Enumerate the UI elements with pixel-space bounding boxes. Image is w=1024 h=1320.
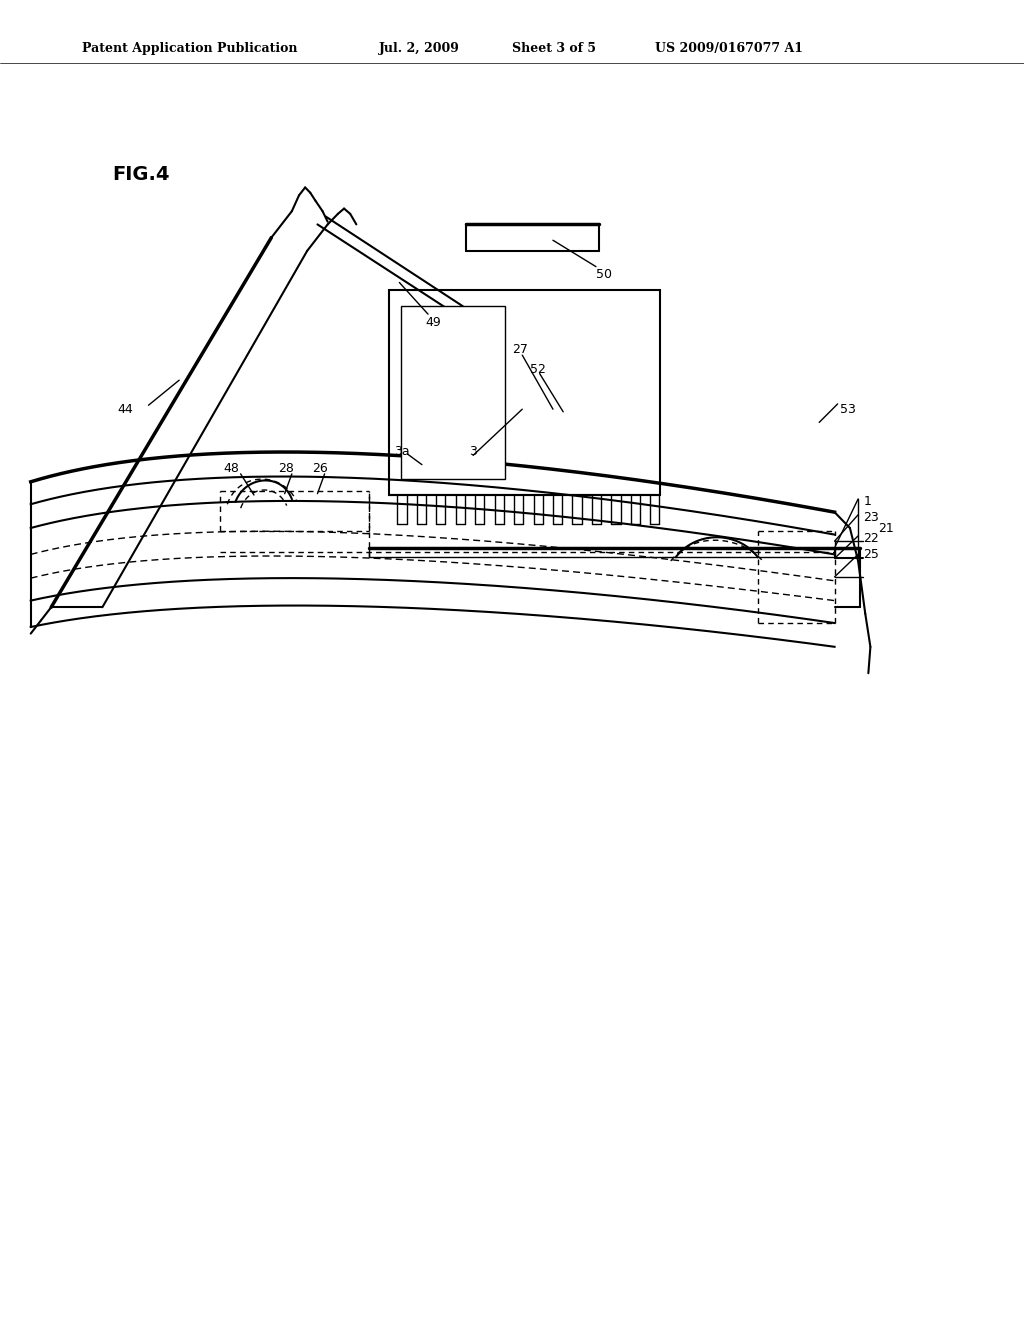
Text: US 2009/0167077 A1: US 2009/0167077 A1 [655, 42, 804, 55]
Text: 23: 23 [863, 511, 879, 524]
Text: 27: 27 [512, 343, 528, 356]
Text: 26: 26 [312, 462, 328, 475]
Text: 21: 21 [879, 521, 894, 535]
Text: 25: 25 [863, 548, 880, 561]
Text: FIG.4: FIG.4 [113, 165, 170, 183]
Text: 52: 52 [530, 363, 547, 376]
Text: 1: 1 [863, 495, 871, 508]
Text: 22: 22 [863, 532, 879, 545]
Text: 28: 28 [279, 462, 295, 475]
Text: 44: 44 [118, 403, 133, 416]
Text: 53: 53 [840, 403, 856, 416]
Text: Jul. 2, 2009: Jul. 2, 2009 [379, 42, 460, 55]
Text: 3a: 3a [394, 445, 410, 458]
Text: Sheet 3 of 5: Sheet 3 of 5 [512, 42, 596, 55]
Text: 48: 48 [223, 462, 240, 475]
Text: Patent Application Publication: Patent Application Publication [82, 42, 297, 55]
Bar [401, 306, 505, 479]
Text: 50: 50 [596, 268, 612, 281]
Bar [389, 290, 660, 495]
Text: 3: 3 [469, 445, 477, 458]
Text: 49: 49 [425, 315, 440, 329]
